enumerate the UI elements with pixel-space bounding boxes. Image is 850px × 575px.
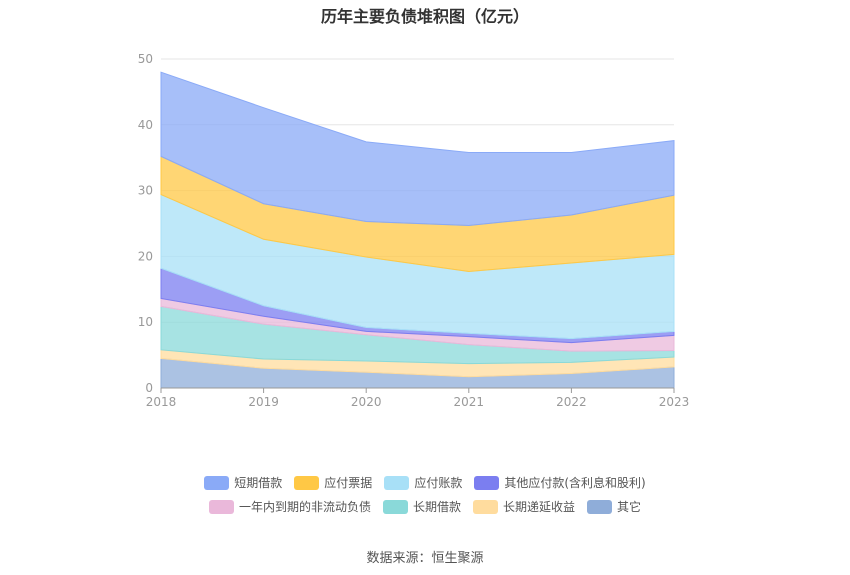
legend-swatch xyxy=(587,499,613,514)
legend-item[interactable]: 其它 xyxy=(587,498,641,515)
legend-swatch xyxy=(208,499,234,514)
legend-row-1: 短期借款 应付票据 应付账款 其他应付款(含利息和股利) xyxy=(0,474,850,491)
x-tick-label: 2021 xyxy=(454,395,485,409)
legend-row-2: 一年内到期的非流动负债 长期借款 长期递延收益 其它 xyxy=(0,498,850,515)
legend-label: 其它 xyxy=(617,500,642,514)
legend-swatch xyxy=(473,499,498,514)
x-tick-label: 2023 xyxy=(659,395,690,409)
legend-item[interactable]: 应付票据 xyxy=(294,474,372,491)
x-tick-label: 2018 xyxy=(146,395,177,409)
x-tick-label: 2019 xyxy=(248,395,279,409)
legend-item[interactable]: 长期借款 xyxy=(382,498,461,515)
y-tick-label: 40 xyxy=(138,118,153,132)
legend-label: 应付账款 xyxy=(414,476,463,490)
legend-label: 应付票据 xyxy=(324,476,373,490)
legend-item[interactable]: 一年内到期的非流动负债 xyxy=(208,498,371,515)
y-tick-label: 0 xyxy=(145,381,153,395)
legend-swatch xyxy=(382,499,408,514)
legend-item[interactable]: 短期借款 xyxy=(204,474,282,491)
legend-label: 长期递延收益 xyxy=(503,500,576,514)
y-tick-label: 50 xyxy=(138,52,153,66)
x-tick-label: 2020 xyxy=(351,395,382,409)
legend-swatch xyxy=(474,475,500,490)
area-series xyxy=(160,71,675,226)
y-tick-label: 10 xyxy=(138,315,153,329)
legend-item[interactable]: 其他应付款(含利息和股利) xyxy=(474,474,646,491)
legend-swatch xyxy=(204,475,230,490)
y-tick-label: 30 xyxy=(138,184,153,198)
legend-item[interactable]: 应付账款 xyxy=(384,474,462,491)
data-source-note: 数据来源：恒生聚源 xyxy=(366,551,484,566)
legend-label: 短期借款 xyxy=(234,476,283,490)
legend-swatch xyxy=(384,475,410,490)
legend-item[interactable]: 长期递延收益 xyxy=(473,498,575,515)
x-tick-label: 2022 xyxy=(556,395,587,409)
legend-swatch xyxy=(294,475,320,490)
y-tick-label: 20 xyxy=(138,249,153,263)
legend-label: 一年内到期的非流动负债 xyxy=(238,500,371,514)
chart-title: 历年主要负债堆积图（亿元） xyxy=(320,7,529,26)
legend-label: 长期借款 xyxy=(412,500,461,514)
legend-label: 其他应付款(含利息和股利) xyxy=(504,476,646,490)
